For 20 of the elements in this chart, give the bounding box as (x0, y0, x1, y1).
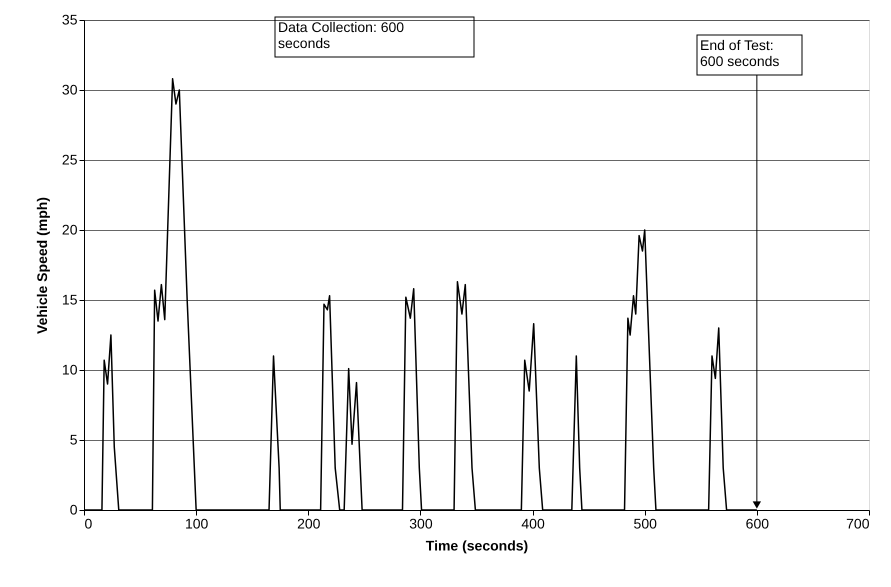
x-tick-label: 700 (846, 516, 870, 532)
y-tick-label: 5 (70, 432, 78, 448)
annotation: Data Collection: 600 seconds (278, 19, 404, 51)
y-axis-title: Vehicle Speed (mph) (34, 197, 50, 334)
x-tick-label: 400 (521, 516, 545, 532)
x-tick-label: 200 (297, 516, 321, 532)
x-tick-label: 300 (409, 516, 433, 532)
x-tick-label: 600 (746, 516, 770, 532)
y-tick-label: 15 (62, 292, 78, 308)
x-tick-label: 0 (84, 516, 92, 532)
y-tick-label: 0 (70, 502, 78, 518)
x-axis-title: Time (seconds) (426, 538, 528, 554)
y-tick-label: 20 (62, 222, 78, 238)
y-tick-label: 10 (62, 362, 78, 378)
y-tick-label: 30 (62, 82, 78, 98)
x-tick-label: 500 (634, 516, 658, 532)
x-tick-label: 100 (184, 516, 209, 532)
y-tick-label: 35 (62, 12, 78, 28)
annotation: End of Test: 600 seconds (700, 37, 780, 69)
y-tick-label: 25 (62, 152, 78, 168)
